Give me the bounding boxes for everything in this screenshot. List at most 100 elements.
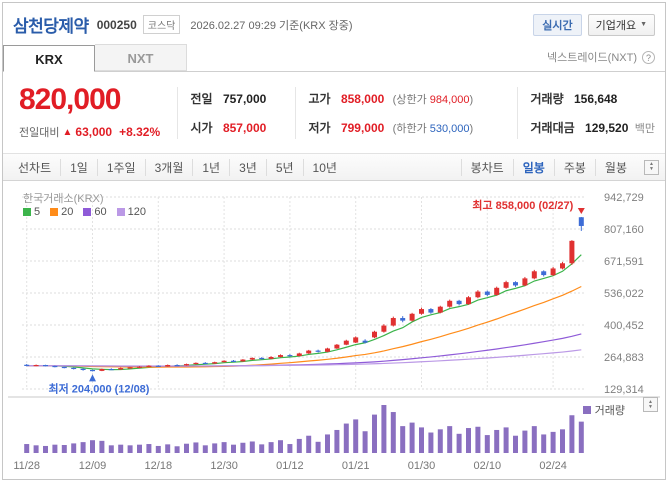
- chart-resize-handle[interactable]: ▲ ▼: [644, 159, 659, 175]
- svg-text:536,022: 536,022: [604, 288, 644, 300]
- company-overview-label: 기업개요: [595, 19, 637, 32]
- open-label: 시가: [190, 120, 213, 135]
- low-value: 799,000: [340, 120, 385, 135]
- change-label: 전일대비: [19, 127, 60, 139]
- option-3month[interactable]: 3개월: [144, 158, 193, 176]
- ma20-legend: 20: [50, 206, 73, 218]
- svg-text:942,729: 942,729: [604, 192, 644, 204]
- low-row: 저가 799,000 (하한가 530,000): [309, 119, 517, 136]
- ma120-legend: 120: [116, 206, 146, 218]
- nxt-link[interactable]: 넥스트레이드(NXT): [546, 52, 637, 64]
- company-overview-button[interactable]: 기업개요 ▼: [587, 13, 655, 36]
- svg-text:400,452: 400,452: [604, 320, 644, 332]
- y-axis-labels: 942,729 807,160 671,591 536,022 400,452 264,8…: [604, 192, 644, 396]
- svg-text:12/09: 12/09: [79, 460, 107, 472]
- summary-col-volume: 거래량 156,648 거래대금 129,520 백만: [516, 86, 656, 139]
- chart-toolbar: 선차트 1일 1주일 3개월 1년 3년 5년 10년 봉차트 일봉 주봉 월봉…: [3, 154, 665, 181]
- amount-label: 거래대금: [530, 120, 575, 135]
- handle-down-icon: ▼: [648, 403, 653, 410]
- amount-row: 거래대금 129,520 백만: [531, 119, 656, 136]
- option-10year[interactable]: 10년: [302, 158, 346, 176]
- ma60-legend: 60: [83, 206, 107, 218]
- option-3year[interactable]: 3년: [229, 158, 266, 176]
- amount-unit: 백만: [634, 122, 655, 135]
- svg-text:12/18: 12/18: [145, 460, 173, 472]
- upper-limit-value: 984,000: [429, 93, 470, 106]
- handle-down-icon: ▼: [649, 166, 654, 172]
- svg-text:11/28: 11/28: [13, 460, 40, 472]
- option-1day[interactable]: 1일: [60, 158, 97, 176]
- price-volume-chart[interactable]: 942,729 807,160 671,591 536,022 400,452 264,8…: [8, 185, 660, 477]
- current-price: 820,000: [19, 83, 121, 116]
- candle-options: 봉차트 일봉 주봉 월봉 ▲ ▼: [460, 158, 659, 176]
- prev-close-row: 전일 757,000: [191, 90, 295, 107]
- chart-source-label: 한국거래소(KRX): [23, 193, 104, 205]
- change-value: 63,000: [75, 125, 113, 139]
- volume-resize-handle[interactable]: ▲ ▼: [643, 397, 658, 412]
- chevron-down-icon: ▼: [640, 21, 647, 28]
- option-monthly-candle[interactable]: 월봉: [594, 158, 636, 176]
- ma5-legend: 5: [23, 206, 40, 218]
- volume-color-swatch: [582, 406, 591, 414]
- tab-krx[interactable]: KRX: [3, 45, 95, 72]
- ma60-color-swatch: [83, 208, 92, 216]
- high-row: 고가 858,000 (상한가 984,000): [309, 90, 517, 107]
- price-panel: 820,000 전일대비 ▲ 63,000 +8.32% 전일 757,000 …: [3, 72, 665, 154]
- prev-close-value: 757,000: [222, 91, 267, 106]
- volume-legend-label: 거래량: [594, 405, 625, 417]
- svg-text:01/30: 01/30: [408, 460, 436, 472]
- svg-text:01/12: 01/12: [276, 460, 304, 472]
- candles: [24, 216, 584, 372]
- open-row: 시가 857,000: [191, 119, 295, 136]
- svg-text:12/30: 12/30: [210, 460, 238, 472]
- ma5-color-swatch: [23, 208, 31, 216]
- ma-lines: [26, 254, 582, 371]
- volume-label: 거래량: [530, 91, 564, 106]
- exchange-tabs: KRX NXT 넥스트레이드(NXT) ?: [3, 44, 665, 72]
- nxt-info: 넥스트레이드(NXT) ?: [537, 49, 665, 71]
- low-annotation: 최저 204,000 (12/08): [49, 374, 150, 395]
- price-summary: 전일 757,000 시가 857,000 고가 858,000 (상한가 98…: [176, 86, 656, 139]
- volume-row: 거래량 156,648: [531, 90, 656, 107]
- ma120-color-swatch: [116, 208, 125, 216]
- realtime-button[interactable]: 실시간: [533, 13, 582, 36]
- svg-text:최고 858,000 (02/27): 최고 858,000 (02/27): [472, 198, 573, 212]
- option-line-chart[interactable]: 선차트: [18, 160, 52, 175]
- svg-text:최저 204,000 (12/08): 최저 204,000 (12/08): [49, 381, 150, 395]
- svg-text:02/24: 02/24: [539, 460, 567, 472]
- svg-text:02/10: 02/10: [474, 460, 502, 472]
- low-label: 저가: [308, 120, 331, 135]
- option-weekly-candle[interactable]: 주봉: [553, 158, 595, 176]
- amount-value: 129,520: [585, 120, 629, 135]
- svg-text:807,160: 807,160: [604, 224, 644, 236]
- volume-value: 156,648: [573, 91, 618, 106]
- up-arrow-icon: ▲: [62, 126, 73, 138]
- option-5year[interactable]: 5년: [265, 158, 303, 176]
- high-annotation: 최고 858,000 (02/27): [472, 198, 585, 214]
- svg-text:671,591: 671,591: [604, 256, 644, 268]
- svg-text:01/21: 01/21: [342, 460, 370, 472]
- option-candle-chart[interactable]: 봉차트: [460, 158, 513, 176]
- option-daily-candle[interactable]: 일봉: [512, 158, 554, 176]
- current-price-block: 820,000 전일대비 ▲ 63,000 +8.32%: [13, 85, 177, 140]
- high-value: 858,000: [340, 91, 385, 106]
- high-label: 고가: [308, 91, 331, 106]
- help-icon[interactable]: ?: [642, 50, 655, 64]
- svg-text:264,883: 264,883: [604, 352, 644, 364]
- lower-limit: (하한가 530,000): [392, 122, 474, 135]
- stock-name[interactable]: 삼천당제약: [13, 17, 89, 36]
- option-1year[interactable]: 1년: [192, 158, 229, 176]
- chart-area[interactable]: 942,729 807,160 671,591 536,022 400,452 264,8…: [3, 181, 665, 479]
- lower-limit-value: 530,000: [429, 122, 470, 135]
- volume-bars: [24, 405, 584, 453]
- option-1week[interactable]: 1주일: [96, 158, 145, 176]
- summary-col-prev-open: 전일 757,000 시가 857,000: [176, 86, 295, 139]
- ma20-color-swatch: [50, 208, 59, 216]
- tab-nxt[interactable]: NXT: [95, 44, 187, 71]
- ma-legend: 5 20 60 120: [23, 206, 146, 218]
- period-options: 선차트 1일 1주일 3개월 1년 3년 5년 10년: [9, 158, 346, 176]
- volume-legend: 거래량: [582, 402, 625, 418]
- prev-close-label: 전일: [190, 91, 213, 106]
- price-change-row: 전일대비 ▲ 63,000 +8.32%: [19, 124, 177, 140]
